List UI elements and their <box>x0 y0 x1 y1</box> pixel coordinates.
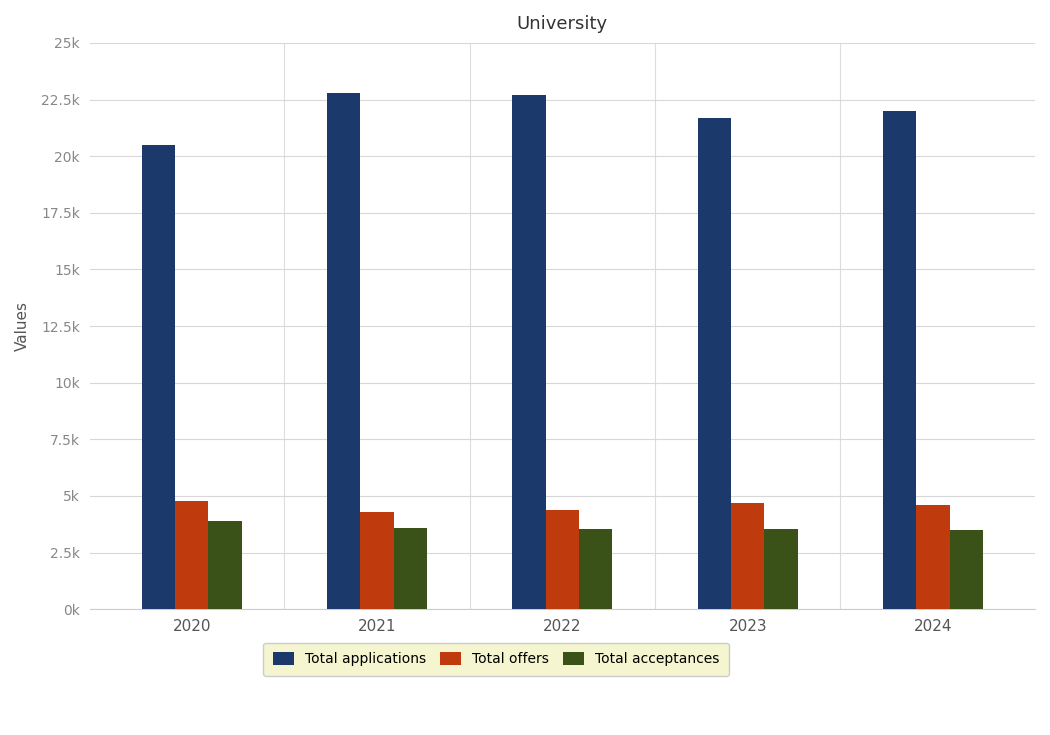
Bar <box>917 505 950 609</box>
Bar <box>950 530 983 609</box>
Bar <box>360 512 394 609</box>
Title: University: University <box>517 15 608 33</box>
Bar <box>208 521 242 609</box>
Bar <box>512 95 546 609</box>
Bar <box>327 93 360 609</box>
Bar <box>546 509 579 609</box>
Bar <box>764 529 798 609</box>
Bar <box>883 111 917 609</box>
Bar <box>697 118 731 609</box>
Bar <box>394 528 427 609</box>
Y-axis label: Values: Values <box>15 301 30 351</box>
Bar <box>175 501 208 609</box>
Legend: Total applications, Total offers, Total acceptances: Total applications, Total offers, Total … <box>264 642 729 676</box>
Bar <box>579 529 612 609</box>
Bar <box>731 503 764 609</box>
Bar <box>142 145 175 609</box>
